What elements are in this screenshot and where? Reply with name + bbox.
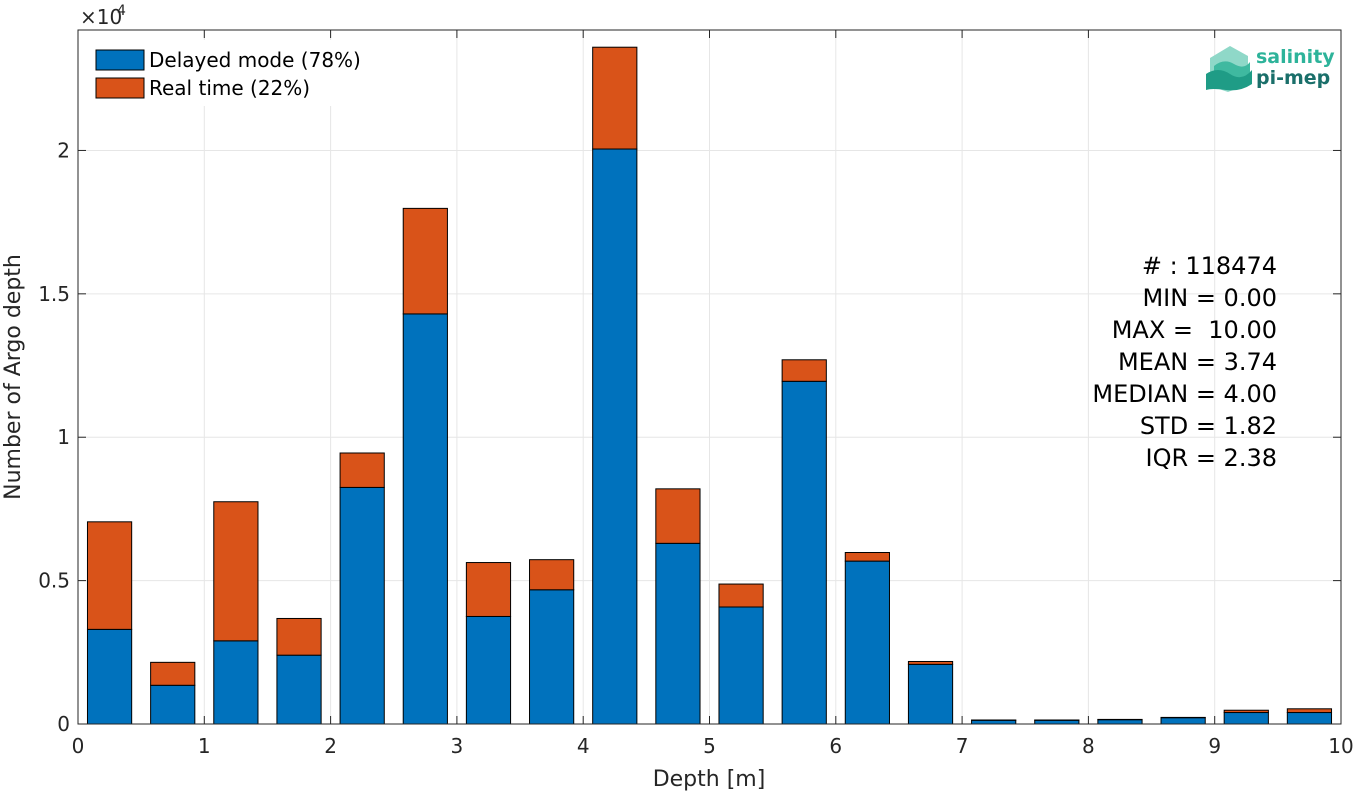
bar-delayed-mode bbox=[276, 654, 322, 725]
x-tick-label: 1 bbox=[198, 734, 211, 758]
bar-delayed-mode bbox=[1160, 717, 1206, 725]
bar-real-time bbox=[150, 661, 196, 686]
legend-swatch-delayed bbox=[95, 49, 145, 71]
bar-real-time bbox=[213, 501, 259, 642]
y-exponent-multiplier: ×10 bbox=[80, 5, 122, 29]
bar-delayed-mode bbox=[781, 380, 827, 725]
y-tick-label: 2 bbox=[57, 138, 70, 162]
y-exponent-power: 4 bbox=[117, 3, 126, 19]
bar-real-time bbox=[402, 207, 448, 315]
x-tick-label: 10 bbox=[1328, 734, 1353, 758]
bar-delayed-mode bbox=[150, 684, 196, 725]
bar-delayed-mode bbox=[718, 606, 764, 725]
legend-swatch-realtime bbox=[95, 77, 145, 99]
bar-real-time bbox=[655, 488, 701, 544]
logo-wave-icon bbox=[1206, 46, 1252, 92]
x-tick-label: 0 bbox=[72, 734, 85, 758]
bar-real-time bbox=[592, 46, 638, 150]
logo-text-line2: pi-mep bbox=[1256, 67, 1330, 89]
stats-line: IQR = 2.38 bbox=[1146, 444, 1277, 472]
bar-delayed-mode bbox=[529, 589, 575, 725]
x-tick-label: 3 bbox=[451, 734, 464, 758]
ticks: 0 1 2 3 4 5 6 7 8 9 10 0 0.5 1 1.5 2 bbox=[38, 30, 1354, 758]
bar-delayed-mode bbox=[655, 542, 701, 725]
bar-real-time bbox=[907, 660, 954, 665]
bar-delayed-mode bbox=[86, 628, 133, 725]
bar-delayed-mode bbox=[1286, 712, 1333, 725]
bar-real-time bbox=[339, 452, 385, 488]
x-tick-label: 9 bbox=[1208, 734, 1221, 758]
x-tick-label: 8 bbox=[1082, 734, 1095, 758]
salinity-pi-mep-logo: salinity pi-mep bbox=[1206, 46, 1335, 92]
bar-real-time bbox=[1286, 708, 1333, 714]
legend-label-delayed: Delayed mode (78%) bbox=[149, 48, 361, 72]
y-tick-label: 0 bbox=[57, 712, 70, 736]
bar-real-time bbox=[1223, 709, 1269, 714]
legend-label-realtime: Real time (22%) bbox=[149, 76, 310, 100]
x-tick-label: 7 bbox=[956, 734, 969, 758]
stats-line: MIN = 0.00 bbox=[1142, 284, 1277, 312]
stats-block: # : 118474 MIN = 0.00 MAX = 10.00 MEAN = 3.… bbox=[1092, 252, 1277, 472]
bar-delayed-mode bbox=[1097, 719, 1143, 725]
x-tick-label: 2 bbox=[324, 734, 337, 758]
bar-delayed-mode bbox=[402, 313, 448, 725]
x-tick-label: 4 bbox=[577, 734, 590, 758]
x-axis-label: Depth [m] bbox=[653, 767, 766, 792]
bar-delayed-mode bbox=[213, 640, 259, 725]
y-tick-label: 1.5 bbox=[38, 282, 70, 306]
bar-real-time bbox=[718, 583, 764, 608]
bar-delayed-mode bbox=[971, 719, 1017, 725]
stats-line: STD = 1.82 bbox=[1140, 412, 1277, 440]
y-tick-label: 0.5 bbox=[38, 569, 70, 593]
x-tick-label: 6 bbox=[829, 734, 842, 758]
legend: Delayed mode (78%) Real time (22%) bbox=[86, 40, 386, 106]
bar-real-time bbox=[529, 559, 575, 591]
bar-delayed-mode bbox=[465, 615, 512, 725]
bar-delayed-mode bbox=[1223, 712, 1269, 725]
x-tick-label: 5 bbox=[703, 734, 716, 758]
bar-delayed-mode bbox=[1034, 719, 1080, 725]
y-tick-label: 1 bbox=[57, 425, 70, 449]
logo-text-line1: salinity bbox=[1256, 46, 1335, 68]
stats-line: # : 118474 bbox=[1142, 252, 1277, 280]
stats-line: MEDIAN = 4.00 bbox=[1092, 380, 1277, 408]
y-axis-label: Number of Argo depth bbox=[1, 254, 26, 500]
stats-line: MAX = 10.00 bbox=[1112, 316, 1277, 344]
bar-real-time bbox=[465, 562, 512, 617]
bar-real-time bbox=[86, 521, 133, 630]
grid bbox=[78, 30, 1341, 724]
bar-real-time bbox=[844, 552, 890, 562]
bar-delayed-mode bbox=[907, 663, 954, 725]
bar-delayed-mode bbox=[592, 148, 638, 725]
bar-real-time bbox=[276, 617, 322, 656]
bar-delayed-mode bbox=[339, 486, 385, 725]
stats-line: MEAN = 3.74 bbox=[1118, 348, 1277, 376]
bar-delayed-mode bbox=[844, 560, 890, 725]
bar-real-time bbox=[781, 359, 827, 382]
